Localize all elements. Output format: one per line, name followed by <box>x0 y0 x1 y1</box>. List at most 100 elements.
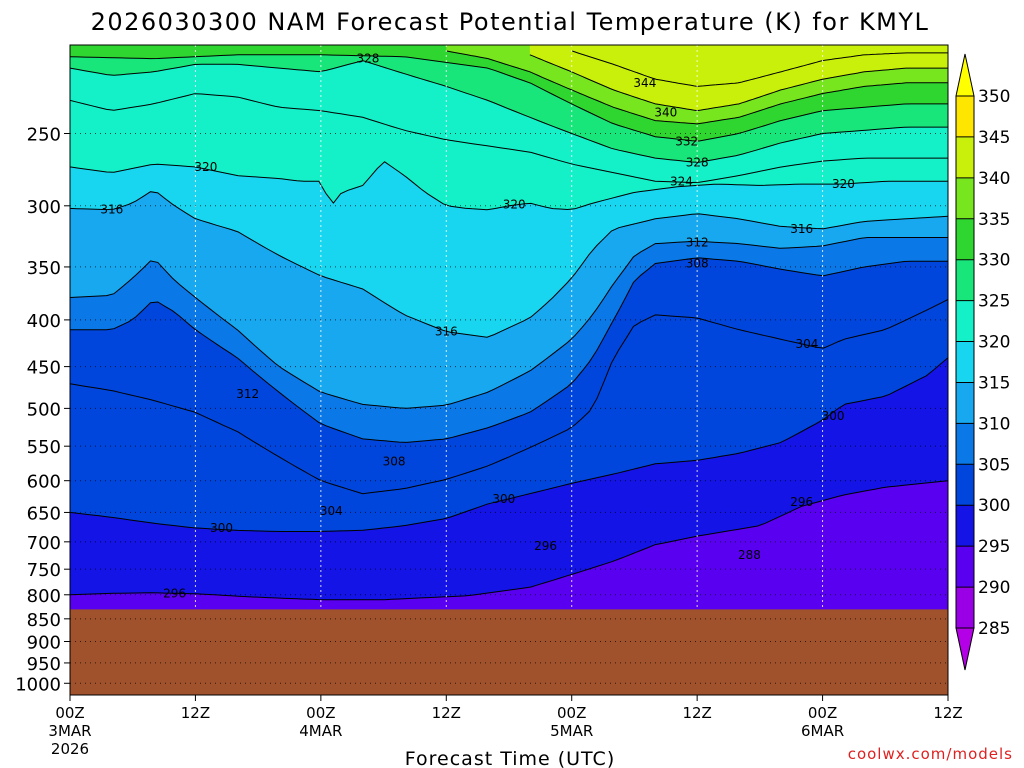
y-tick-label: 500 <box>27 399 61 420</box>
colorbar-label: 300 <box>978 496 1010 516</box>
contour-label-text: 320 <box>832 177 855 191</box>
contour-label: 316 <box>790 222 813 236</box>
colorbar-label: 325 <box>978 292 1010 312</box>
contour-label-text: 328 <box>686 156 709 170</box>
x-tick-label: 00Z <box>306 704 335 722</box>
contour-label-text: 308 <box>383 455 406 469</box>
band-344 <box>571 45 948 87</box>
colorbar-swatch <box>956 177 974 219</box>
contour-label-text: 312 <box>236 387 259 401</box>
x-axis-title: Forecast Time (UTC) <box>405 748 615 768</box>
contour-label-text: 300 <box>822 409 845 423</box>
contour-label-text: 316 <box>100 203 123 217</box>
colorbar-swatch <box>956 464 974 506</box>
contour-label: 332 <box>675 134 698 148</box>
colorbar-label: 315 <box>978 373 1010 393</box>
contour-label-text: 324 <box>670 174 693 188</box>
chart-title: 2026030300 NAM Forecast Potential Temper… <box>91 8 930 36</box>
colorbar-swatch <box>956 423 974 465</box>
contour-label-text: 332 <box>675 134 698 148</box>
y-tick-label: 400 <box>27 311 61 332</box>
colorbar-swatch <box>956 382 974 424</box>
x-tick-date: 5MAR <box>550 722 593 740</box>
contour-label-text: 316 <box>435 325 458 339</box>
colorbar-swatch <box>956 587 974 628</box>
contour-label-text: 312 <box>686 235 709 249</box>
contour-label: 288 <box>738 548 761 562</box>
y-tick-label: 350 <box>27 258 61 279</box>
colorbar-label: 345 <box>978 128 1010 148</box>
x-tick-label: 00Z <box>808 704 837 722</box>
colorbar-swatch <box>956 218 974 260</box>
colorbar-legend: 285 290 295 300 305 310 315 320 325 330 335 340 345 3… <box>955 53 1010 671</box>
colorbar-label: 305 <box>978 455 1010 475</box>
colorbar-label: 295 <box>978 537 1010 557</box>
x-tick-date: 6MAR <box>801 722 844 740</box>
contour-line-316 <box>70 191 948 338</box>
colorbar-label: 330 <box>978 251 1010 271</box>
colorbar-label: 310 <box>978 414 1010 434</box>
x-tick-date: 3MAR <box>48 722 91 740</box>
grid-lines <box>70 45 948 695</box>
contour-label: 320 <box>194 160 217 174</box>
contour-label: 328 <box>686 156 709 170</box>
contour-label: 300 <box>492 492 515 506</box>
contour-label: 324 <box>670 174 693 188</box>
contour-label: 312 <box>686 235 709 249</box>
y-tick-label: 750 <box>27 560 61 581</box>
y-tick-label: 700 <box>27 533 61 554</box>
contour-label: 320 <box>503 197 526 211</box>
y-axis: 2503003504004505005506006507007508008509… <box>15 124 70 695</box>
x-tick-label: 12Z <box>432 704 461 722</box>
temperature-fill <box>70 45 948 695</box>
colorbar-label: 335 <box>978 210 1010 230</box>
contour-label: 344 <box>633 76 656 90</box>
colorbar-swatch <box>956 259 974 301</box>
colorbar-swatch <box>956 96 974 137</box>
colorbar-swatch <box>956 505 974 547</box>
contour-line-312 <box>70 237 948 409</box>
plot-frame <box>69 44 949 696</box>
y-tick-label: 600 <box>27 472 61 493</box>
contour-labels: 328 344 340 332 328 324 320 320 316 320 316 312 308 3… <box>100 52 855 601</box>
colorbar-swatch <box>956 546 974 588</box>
y-tick-label: 950 <box>27 654 61 675</box>
contour-label-text: 320 <box>503 197 526 211</box>
contour-label: 312 <box>236 387 259 401</box>
contour-line-320 <box>70 161 948 211</box>
colorbar-swatch <box>956 300 974 342</box>
colorbar-label: 320 <box>978 333 1010 353</box>
contour-label-text: 300 <box>210 521 233 535</box>
x-tick-date: 4MAR <box>299 722 342 740</box>
x-tick-label: 12Z <box>181 704 210 722</box>
y-tick-label: 250 <box>27 124 61 145</box>
contour-label: 304 <box>320 504 343 518</box>
y-tick-label: 650 <box>27 503 61 524</box>
contour-label: 308 <box>383 455 406 469</box>
colorbar-label: 340 <box>978 169 1010 189</box>
contour-label: 340 <box>654 105 677 119</box>
watermark-text: coolwx.com/models <box>848 745 1013 763</box>
x-tick-label: 00Z <box>55 704 84 722</box>
contour-label: 300 <box>210 521 233 535</box>
ground-below-surface <box>70 609 948 695</box>
contour-label-text: 300 <box>492 492 515 506</box>
colorbar-label: 350 <box>978 87 1010 107</box>
contour-line-332 <box>70 54 948 142</box>
contour-label: 316 <box>435 325 458 339</box>
y-tick-label: 1000 <box>15 674 61 695</box>
contour-label: 308 <box>686 257 709 271</box>
contour-label: 304 <box>795 337 818 351</box>
colorbar-swatch <box>956 341 974 383</box>
contour-label: 320 <box>832 177 855 191</box>
contour-label-text: 304 <box>795 337 818 351</box>
x-tick-label: 12Z <box>682 704 711 722</box>
contour-line-300 <box>70 357 948 532</box>
contour-line-324 <box>70 93 948 184</box>
contour-label: 296 <box>790 495 813 509</box>
contour-label: 296 <box>534 539 557 553</box>
y-tick-label: 550 <box>27 437 61 458</box>
contour-label-text: 328 <box>356 52 379 66</box>
